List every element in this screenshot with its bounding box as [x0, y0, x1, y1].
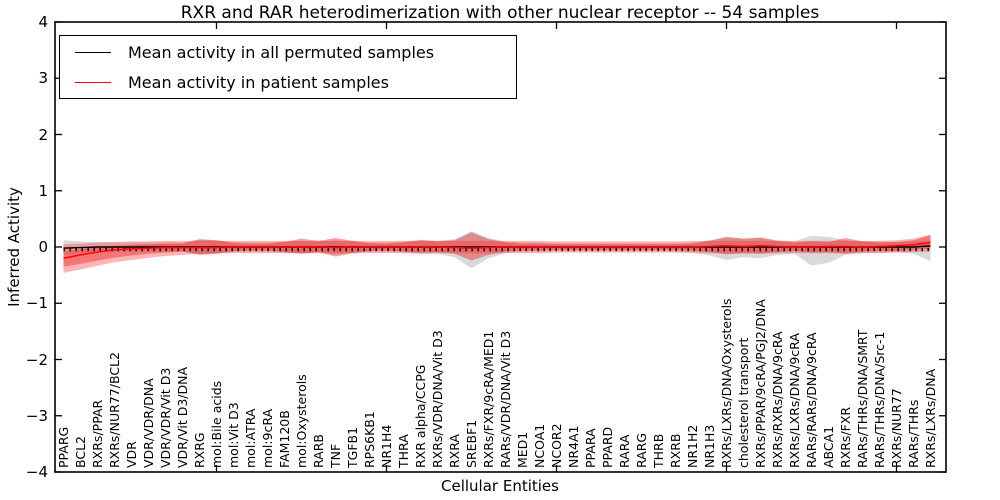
legend-label-permuted: Mean activity in all permuted samples: [128, 42, 435, 62]
red-line-icon: [75, 81, 111, 83]
x-category-label: mol:Oxysterols: [294, 374, 309, 468]
x-category-label: SREBF1: [464, 419, 479, 468]
x-category-label: mol:Vit D3: [226, 402, 241, 468]
x-category-label: RARB: [311, 434, 326, 468]
x-category-label: NR1H3: [702, 424, 717, 468]
patient-band-outer: [63, 234, 931, 273]
y-tick-label: −1: [25, 294, 48, 313]
legend-entry-permuted: Mean activity in all permuted samples: [60, 38, 516, 66]
x-category-label: mol:9cRA: [260, 408, 275, 468]
x-category-label: THRB: [651, 433, 666, 468]
x-category-label: RXRA: [447, 434, 462, 468]
x-category-label: RXRG: [192, 432, 207, 468]
y-tick-label: −4: [25, 463, 48, 481]
x-category-label: RXRs/NUR77/BCL2: [107, 352, 122, 468]
x-category-label: RARs/THRs/DNA/Src-1: [872, 331, 887, 468]
x-category-label: TNF: [328, 443, 343, 468]
x-category-label: RARA: [617, 434, 632, 468]
black-line-icon: [75, 51, 111, 53]
y-tick-label: 2: [38, 125, 48, 144]
x-category-label: NCOA1: [532, 423, 547, 468]
x-category-label: RXRB: [668, 433, 683, 468]
legend-label-patient: Mean activity in patient samples: [128, 72, 389, 92]
x-axis-label: Cellular Entities: [441, 477, 559, 495]
x-category-label: ABCA1: [821, 425, 836, 468]
x-category-label: PPARA: [583, 428, 598, 468]
x-category-label: RARs/VDR/DNA/Vit D3: [498, 330, 513, 468]
legend-entry-patient: Mean activity in patient samples: [60, 68, 516, 96]
y-tick-label: 0: [38, 238, 48, 256]
y-tick-label: −3: [25, 406, 48, 425]
y-tick-label: −2: [25, 350, 48, 369]
x-category-label: FAM120B: [277, 410, 292, 468]
x-category-label: RARs/THRs: [906, 399, 921, 468]
x-category-label: VDR/Vit D3/DNA: [175, 366, 190, 468]
legend: Mean activity in all permuted samples Me…: [59, 35, 517, 99]
x-category-label: RXRs/NUR77: [889, 388, 904, 468]
permuted-band: [63, 231, 931, 269]
x-category-label: cholesterol transport: [736, 337, 751, 468]
x-category-label: RXRs/VDR/DNA/Vit D3: [430, 330, 445, 468]
x-category-label: RARs/THRs/DNA/SMRT: [855, 329, 870, 468]
x-category-label: BCL2: [73, 435, 88, 468]
x-category-label: MED1: [515, 431, 530, 468]
x-category-label: RXRs/RXRs/DNA/9cRA: [770, 331, 785, 468]
x-category-label: RPS6KB1: [362, 411, 377, 468]
x-category-label: NR1H4: [379, 424, 394, 468]
mean-patient-line: [63, 241, 931, 259]
y-tick-label: 4: [38, 13, 48, 31]
x-category-label: RARs/RARs/DNA/9cRA: [804, 332, 819, 468]
x-category-label: mol:Bile acids: [209, 380, 224, 468]
x-category-label: NCOR2: [549, 423, 564, 468]
axes-frame: [54, 21, 947, 473]
x-category-label: VDR: [124, 441, 139, 468]
chart-title: RXR and RAR heterodimerization with othe…: [180, 3, 820, 23]
x-category-label: mol:ATRA: [243, 408, 258, 468]
patient-band-inner: [63, 232, 931, 267]
y-tick-label: 3: [38, 69, 48, 88]
x-category-label: PPARG: [56, 426, 71, 468]
x-category-label: VDR/VDR/DNA: [141, 378, 156, 468]
x-category-label: RXRs/LXRs/DNA/9cRA: [787, 333, 802, 468]
x-category-label: NR4A1: [566, 425, 581, 469]
x-category-label: PPARD: [600, 426, 615, 468]
y-tick-label: 1: [38, 181, 48, 200]
x-category-label: RXR alpha/CCPG: [413, 364, 428, 468]
x-category-label: RXRs/PPAR/9cRA/PGJ2/DNA: [753, 299, 768, 468]
x-category-label: TGFB1: [345, 426, 360, 468]
x-category-label: VDR/VDR/Vit D3: [158, 367, 173, 468]
x-category-label: RXRs/LXRs/DNA: [923, 368, 938, 468]
x-category-label: RARG: [634, 432, 649, 468]
x-category-label: RXRs/FXR: [838, 406, 853, 468]
x-category-label: RXRs/FXR/9cRA/MED1: [481, 330, 496, 468]
x-category-label: NR1H2: [685, 424, 700, 468]
x-category-label: THRA: [396, 434, 411, 468]
x-category-label: RXRs/PPAR: [90, 399, 105, 468]
x-category-label: RXRs/LXRs/DNA/Oxysterols: [719, 298, 734, 468]
